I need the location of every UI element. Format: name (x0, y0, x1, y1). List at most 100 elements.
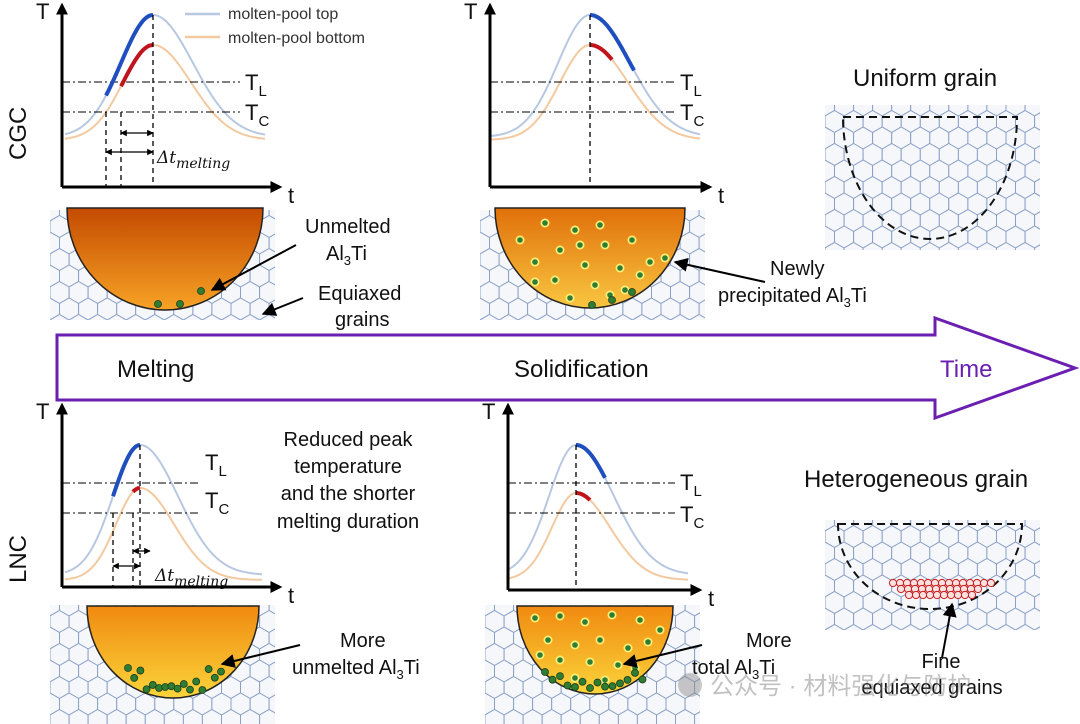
grain-hexagon (881, 241, 902, 250)
fine-grain (986, 578, 996, 588)
heterogeneous-grain-title: Heterogeneous grain (804, 466, 1028, 493)
lnc-note-2: temperature (294, 456, 402, 478)
grain-hexagon (698, 233, 705, 253)
grain-hexagon (221, 313, 241, 320)
precipitated-particle (602, 677, 608, 683)
unmelted-particle (176, 300, 184, 308)
precipitated-particle (609, 612, 615, 618)
bottom-curve (64, 487, 263, 581)
x-axis-label: t (718, 183, 724, 208)
grain-hexagon (1034, 593, 1040, 612)
grain-hexagon (480, 210, 490, 222)
grain-hexagon (259, 708, 275, 724)
grain-hexagon (825, 623, 845, 630)
grain-hexagon (900, 241, 921, 250)
unmelted-particle (142, 685, 151, 694)
grain-hexagon (825, 596, 826, 609)
precipitated-particle (532, 615, 538, 621)
unmelted-particle (608, 296, 616, 304)
more-total-label-1: More (746, 630, 792, 652)
lnc-note-1: Reduced peak (284, 429, 414, 451)
more-unmelted-label-2: unmelted Al3Ti (292, 657, 420, 682)
grain-hexagon (485, 615, 486, 628)
top-solidification-segment (576, 443, 607, 479)
time-arrow (55, 315, 1080, 421)
liquidus-label: TL (205, 450, 227, 480)
grain-hexagon (480, 319, 481, 320)
precipitated-particle (532, 279, 538, 285)
unmelted-particle (541, 668, 549, 676)
x-axis-label: t (288, 183, 294, 208)
unmelted-label-2: Al3Ti (326, 243, 367, 268)
fine-grain (925, 590, 935, 600)
grain-hexagon (957, 241, 978, 250)
bottom-curve (507, 492, 688, 581)
precipitated-particle (532, 259, 538, 265)
fine-grain (946, 590, 956, 600)
grain-hexagon (694, 678, 700, 697)
top-curve (489, 14, 701, 138)
grain-hexagon (125, 313, 146, 320)
precipitated-particle (622, 287, 628, 293)
grain-hexagon (50, 313, 70, 320)
grain-hexagon (976, 623, 997, 630)
grain-hexagon (698, 299, 705, 319)
top-melting-segment (104, 13, 154, 97)
equiaxed-arrow (261, 297, 304, 316)
grain-hexagon (279, 315, 298, 337)
unmelted-particle (628, 288, 636, 296)
grain-hexagon (709, 216, 728, 238)
y-axis-label: T (36, 0, 49, 24)
grain-hexagon (825, 520, 835, 532)
precipitated-particle (637, 272, 643, 278)
grain-hexagon (825, 181, 826, 194)
liquidus-label: TL (680, 70, 702, 100)
precipitated-particle (617, 265, 623, 271)
fine-grains-arrow (941, 602, 957, 659)
grain-hexagon (689, 313, 705, 320)
grain-hexagon (1034, 527, 1040, 546)
precipitated-particle (537, 652, 543, 658)
grain-hexagon (1015, 623, 1036, 630)
unmelted-particle (186, 685, 194, 694)
y-axis-label: T (36, 399, 49, 424)
precipitated-particle (577, 242, 583, 248)
equiaxed-label-2: grains (335, 309, 389, 331)
unmelted-particle (571, 683, 579, 691)
grain-hexagon (268, 233, 275, 253)
grain-hexagon (268, 628, 275, 648)
unmelted-particle (173, 684, 182, 693)
grain-hexagon (862, 241, 883, 250)
grain-hexagon (50, 615, 51, 628)
precipitated-particle (657, 627, 663, 633)
liquidus-label: TL (680, 470, 702, 500)
grain-hexagon (698, 266, 705, 286)
precipitated-particle (557, 613, 563, 619)
unmelted-particle (616, 679, 624, 688)
precipitated-particle (592, 282, 598, 288)
grain-hexagon (1044, 575, 1063, 597)
grain-hexagon (574, 313, 595, 320)
grain-hexagon (938, 623, 959, 630)
more-total-label-2: total Al3Ti (692, 657, 775, 682)
equiaxed-label-1: Equiaxed (318, 283, 401, 305)
unmelted-particle (601, 682, 609, 691)
grain-hexagon (1044, 193, 1063, 215)
uniform-grain-title: Uniform grain (853, 65, 997, 92)
grain-hexagon (1044, 608, 1063, 630)
unmelted-particle (130, 674, 139, 682)
unmelted-particle (198, 686, 207, 694)
unmelted-particle (556, 672, 564, 681)
precipitated-particle (582, 262, 588, 268)
grain-hexagon (106, 313, 127, 320)
grain-hexagon (240, 313, 261, 320)
grain-hexagon (1034, 145, 1040, 164)
grain-hexagon (631, 313, 652, 320)
grain-hexagon (480, 313, 500, 320)
precipitated-particle (597, 222, 603, 228)
unmelted-label-1: Unmelted (305, 216, 391, 238)
grain-hexagon (704, 627, 723, 649)
grain-hexagon (938, 241, 959, 250)
